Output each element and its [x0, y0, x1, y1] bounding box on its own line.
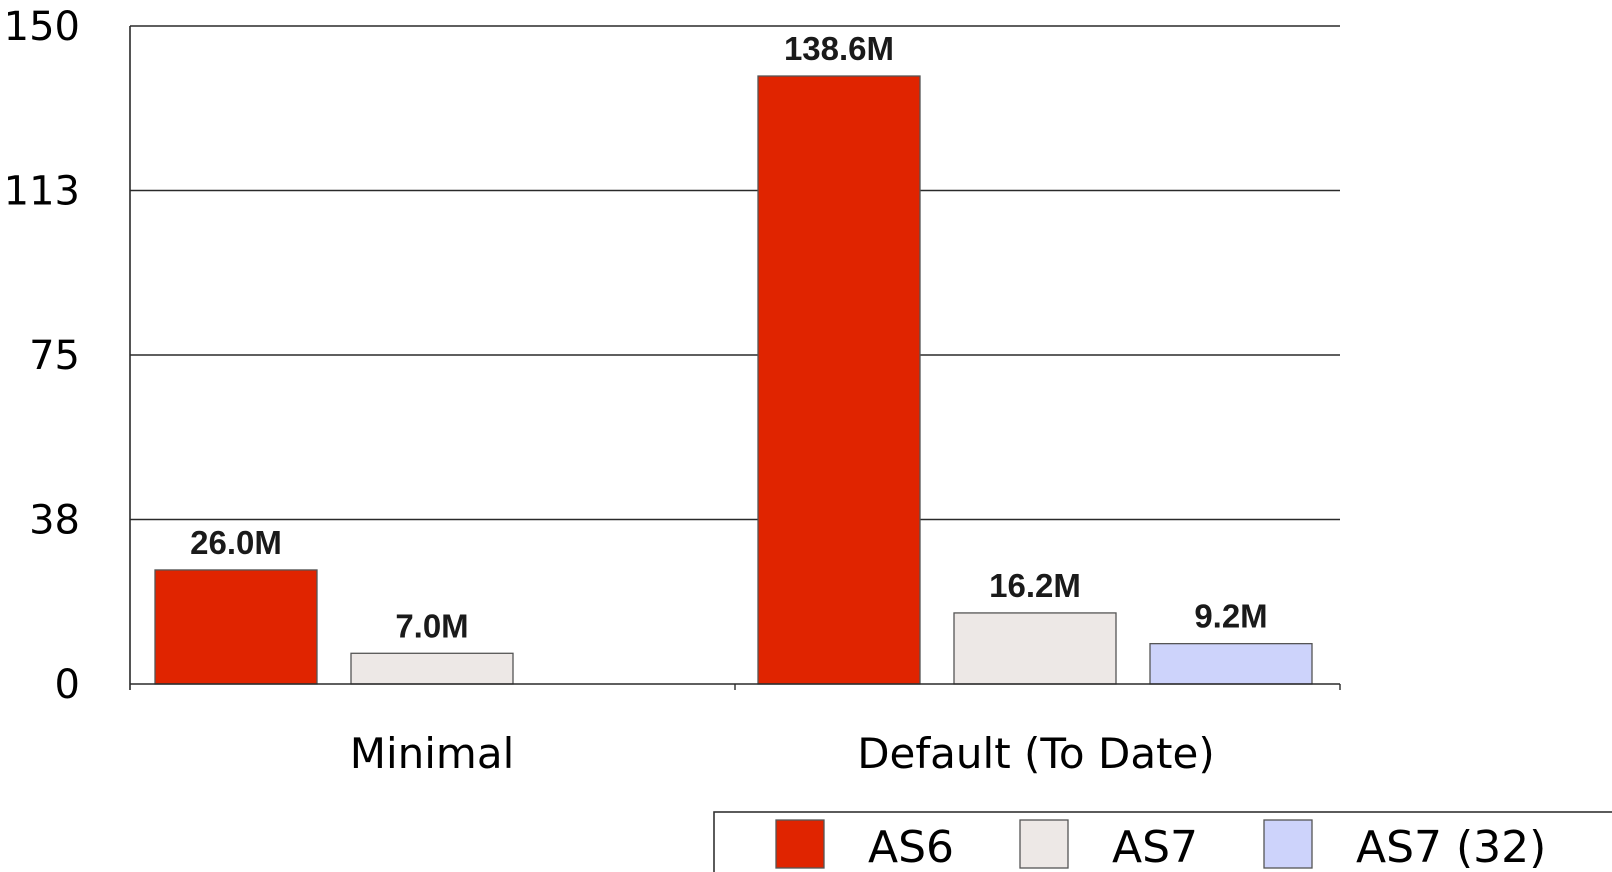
legend: AS6 AS7 AS7 (32)	[713, 811, 1612, 872]
data-label: 138.6M	[784, 30, 894, 67]
x-category-label: Default (To Date)	[857, 729, 1215, 778]
axes: 0 38 75 113 150 Minimal Default (To Date)	[4, 4, 1341, 778]
y-tick-label: 75	[29, 333, 80, 379]
gridlines	[130, 25, 1340, 521]
y-tick-label: 0	[55, 662, 80, 708]
legend-swatch-as7	[1019, 819, 1069, 869]
bar-as6-0	[154, 569, 318, 685]
data-label: 26.0M	[190, 524, 282, 561]
legend-label: AS7	[1112, 822, 1198, 872]
y-tick-label: 113	[4, 169, 80, 215]
data-labels: 26.0M 7.0M 138.6M 16.2M 9.2M	[190, 30, 1268, 644]
bar-as6-1	[757, 75, 921, 685]
bar-as7-0	[350, 652, 514, 685]
bars	[154, 75, 1313, 685]
y-tick-label: 38	[29, 498, 80, 544]
legend-label: AS7 (32)	[1356, 822, 1546, 872]
x-category-label: Minimal	[350, 729, 515, 778]
y-tick-label: 150	[4, 4, 80, 50]
data-label: 16.2M	[989, 567, 1081, 604]
data-label: 9.2M	[1194, 598, 1267, 635]
bar-as7-32--1	[1149, 642, 1313, 685]
bar-as7-1	[953, 612, 1117, 685]
data-label: 7.0M	[395, 607, 468, 644]
legend-swatch-as7-32-	[1263, 819, 1313, 869]
legend-swatch-as6	[775, 819, 825, 869]
legend-label: AS6	[868, 822, 954, 872]
legend-box	[713, 811, 1612, 872]
